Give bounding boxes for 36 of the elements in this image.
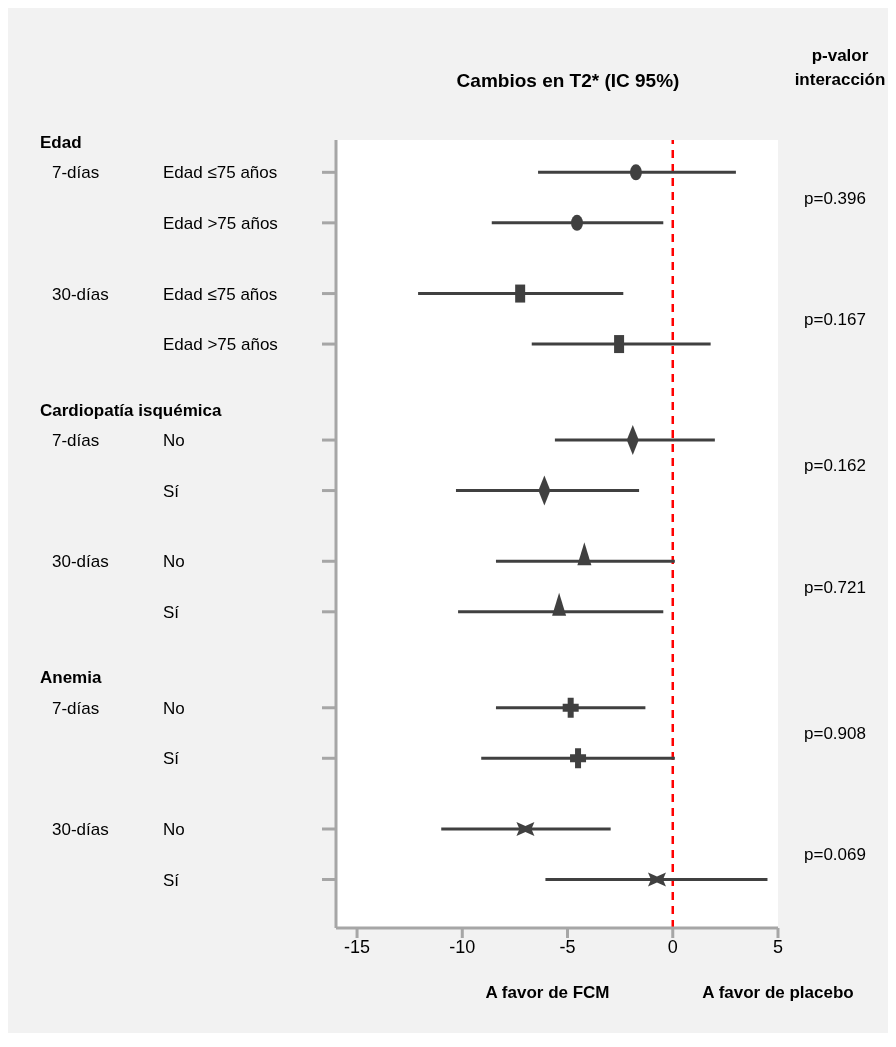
text: 7-días (52, 163, 100, 183)
x-tick-label: -5 (559, 936, 576, 957)
text: 7-días (52, 431, 100, 451)
text: Anemia (40, 668, 102, 688)
x-tick-label: -10 (449, 936, 476, 957)
text: p=0.721 (804, 577, 866, 597)
text: A favor de FCM (484, 983, 611, 1003)
text: p=0.167 (804, 309, 866, 329)
text: A favor de placebo (701, 983, 855, 1003)
y-tick-label: Sí (163, 602, 180, 622)
text: p=0.396 (804, 188, 866, 208)
y-tick-label: No (163, 552, 185, 572)
text: p=0.069 (804, 845, 866, 865)
y-tick-label: Edad >75 años (163, 213, 278, 233)
y-tick-label: No (163, 431, 185, 451)
text: Edad (40, 133, 82, 153)
text: p=0.162 (804, 456, 866, 476)
x-tick-label: -15 (344, 936, 371, 957)
text: Cardiopatía isquémica (40, 400, 222, 420)
text: 7-días (52, 698, 100, 718)
y-tick-label: Sí (163, 870, 180, 890)
y-tick-label: Sí (163, 749, 180, 769)
y-tick-label: No (163, 698, 185, 718)
text: p-valor interacción (793, 45, 887, 91)
text: p=0.908 (804, 724, 866, 744)
y-tick-label: Sí (163, 481, 180, 501)
chart-title: Cambios en T2* (IC 95%) (455, 70, 681, 92)
text: 30-días (52, 819, 109, 839)
y-tick-label: No (163, 819, 185, 839)
text: 30-días (52, 284, 109, 304)
text: 30-días (52, 552, 109, 572)
y-tick-label: Edad >75 años (163, 335, 278, 355)
x-tick-label: 0 (667, 936, 678, 957)
y-tick-label: Edad ≤75 años (163, 284, 278, 304)
x-tick-label: 5 (772, 936, 784, 957)
y-tick-label: Edad ≤75 años (163, 163, 278, 183)
